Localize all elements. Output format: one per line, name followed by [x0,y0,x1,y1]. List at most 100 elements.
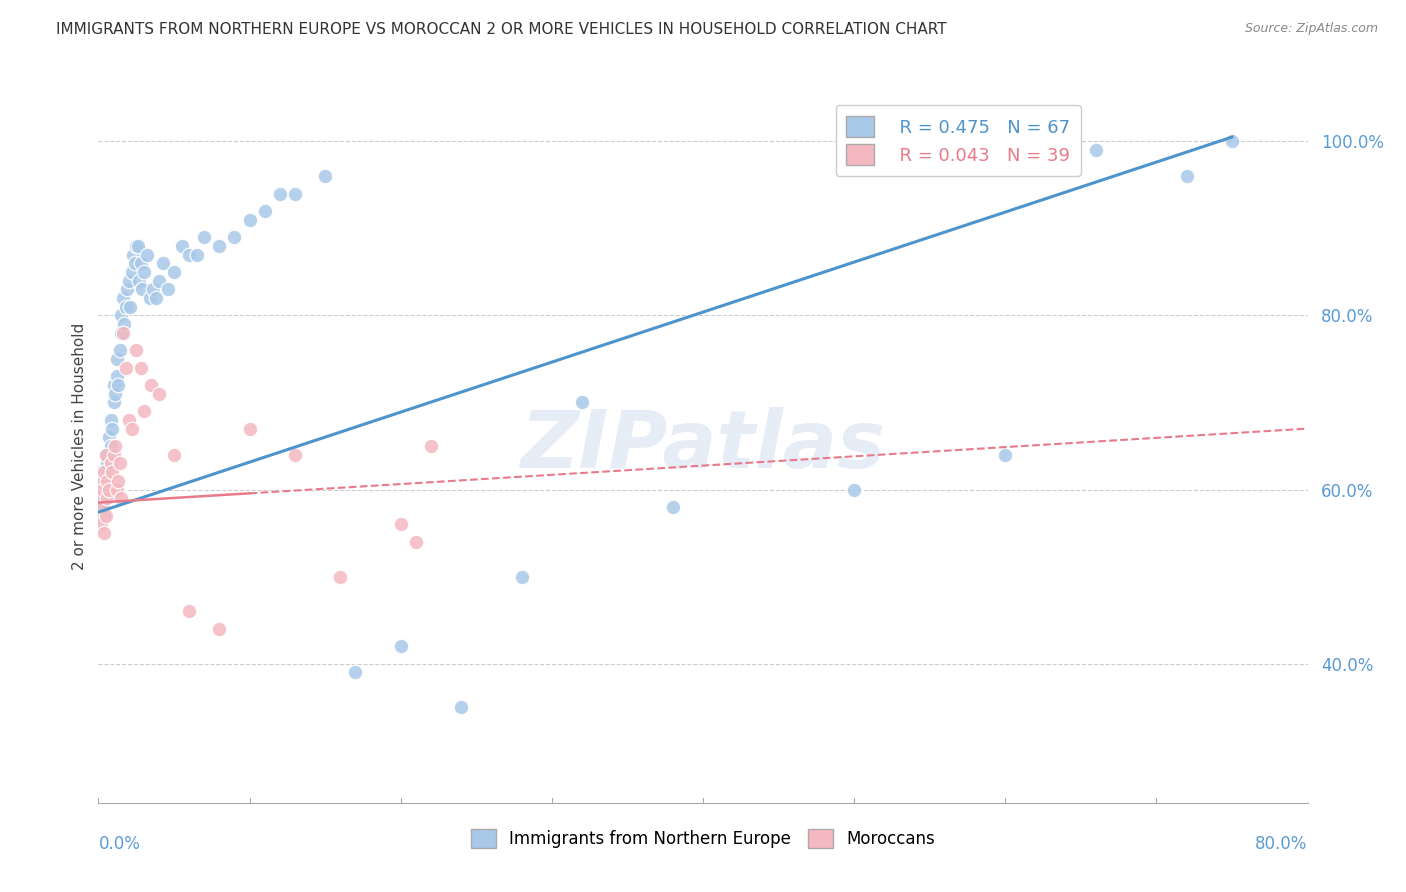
Point [107,474,129,488]
Point [90,517,112,532]
Point [89,491,111,506]
Point [179,247,201,261]
Point [156,282,179,296]
Point [110,326,132,340]
Point [128,274,150,288]
Point [94,448,117,462]
Point [90,491,112,506]
Point [94,448,117,462]
Point [405,534,427,549]
Point [121,265,143,279]
Point [239,212,262,227]
Point [90,474,112,488]
Point [115,282,138,296]
Point [96,474,118,488]
Point [135,247,157,261]
Point [100,457,122,471]
Point [344,665,367,680]
Point [129,256,152,270]
Point [98,430,121,444]
Point [571,395,593,409]
Y-axis label: 2 or more Vehicles in Household: 2 or more Vehicles in Household [72,322,87,570]
Point [145,291,167,305]
Point [208,622,231,636]
Point [132,265,155,279]
Point [142,282,165,296]
Point [131,282,153,296]
Point [314,169,336,184]
Point [91,483,114,497]
Point [141,378,163,392]
Point [148,386,170,401]
Point [107,378,129,392]
Point [94,508,117,523]
Point [96,491,118,506]
Point [450,700,472,714]
Point [110,491,132,506]
Point [93,526,115,541]
Point [105,483,128,497]
Point [163,448,186,462]
Point [389,517,412,532]
Point [114,300,136,314]
Point [152,256,174,270]
Point [111,326,134,340]
Point [103,378,125,392]
Text: Source: ZipAtlas.com: Source: ZipAtlas.com [1244,22,1378,36]
Point [122,247,145,261]
Point [208,239,231,253]
Point [89,483,111,497]
Point [98,483,121,497]
Point [93,474,115,488]
Point [163,265,186,279]
Point [129,360,152,375]
Point [179,604,201,618]
Point [1085,143,1108,157]
Point [105,351,128,366]
Point [104,439,127,453]
Point [111,291,134,305]
Point [100,413,122,427]
Point [94,469,117,483]
Legend: Immigrants from Northern Europe, Moroccans: Immigrants from Northern Europe, Morocca… [464,822,942,855]
Point [93,508,115,523]
Point [108,343,131,358]
Point [118,274,141,288]
Point [329,569,352,583]
Point [132,404,155,418]
Point [104,386,127,401]
Point [120,300,142,314]
Point [100,439,122,453]
Point [118,413,141,427]
Point [114,360,136,375]
Point [108,457,131,471]
Point [90,465,112,479]
Point [193,230,215,244]
Point [844,483,866,497]
Point [284,448,307,462]
Point [148,274,170,288]
Point [420,439,443,453]
Point [93,465,115,479]
Point [110,309,132,323]
Point [1175,169,1198,184]
Point [269,186,291,201]
Point [103,395,125,409]
Point [96,457,118,471]
Point [103,448,125,462]
Point [125,239,148,253]
Point [239,421,262,435]
Point [105,369,128,384]
Point [510,569,533,583]
Point [112,317,135,331]
Point [89,508,111,523]
Point [1220,135,1243,149]
Point [139,291,162,305]
Point [101,421,124,435]
Point [170,239,193,253]
Point [127,239,149,253]
Text: ZIPatlas: ZIPatlas [520,407,886,485]
Point [91,500,114,514]
Text: IMMIGRANTS FROM NORTHERN EUROPE VS MOROCCAN 2 OR MORE VEHICLES IN HOUSEHOLD CORR: IMMIGRANTS FROM NORTHERN EUROPE VS MOROC… [56,22,946,37]
Point [125,343,148,358]
